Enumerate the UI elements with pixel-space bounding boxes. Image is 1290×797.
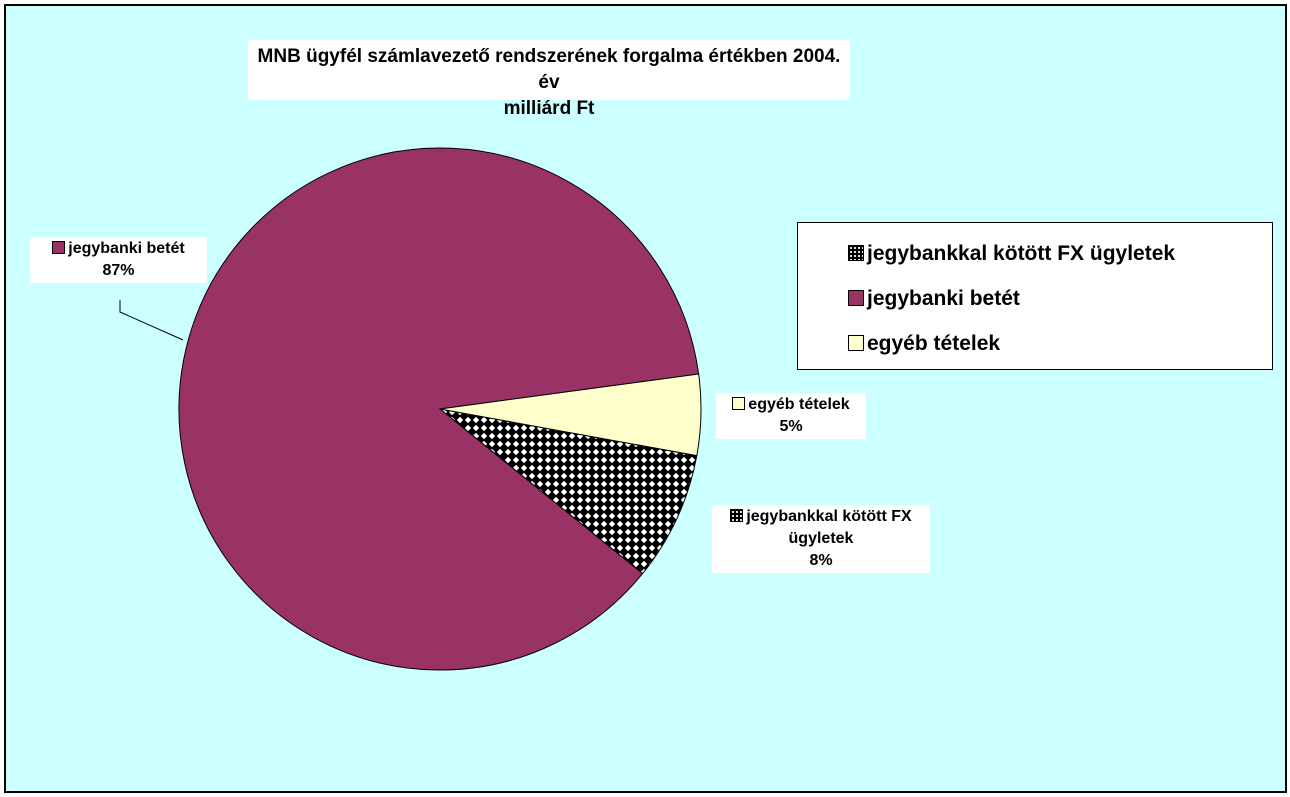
title-text: MNB ügyfél számlavezető rendszerének for… bbox=[257, 46, 841, 93]
legend-swatch bbox=[848, 245, 864, 261]
data-label-name: egyéb tételek bbox=[720, 394, 862, 416]
subtitle-text: milliárd Ft bbox=[503, 98, 595, 119]
label-text: egyéb tételek bbox=[748, 396, 850, 413]
pie-slice bbox=[439, 408, 698, 575]
legend-label: jegybanki betét bbox=[867, 287, 1020, 310]
label-value: 87% bbox=[102, 262, 135, 279]
label-value: 5% bbox=[779, 418, 803, 435]
leader-line bbox=[119, 300, 184, 341]
legend: jegybankkal kötött FX ügyletek jegybanki … bbox=[797, 222, 1273, 370]
data-label-value: 8% bbox=[716, 550, 926, 572]
legend-swatch bbox=[848, 290, 864, 306]
data-label: egyéb tételek 5% bbox=[716, 393, 866, 439]
legend-entry: jegybankkal kötött FX ügyletek bbox=[848, 237, 1272, 282]
label-value: 8% bbox=[809, 552, 833, 569]
legend-entry: jegybanki betét bbox=[848, 282, 1272, 327]
data-label-name: jegybankkal kötött FX ügyletek bbox=[716, 506, 926, 550]
data-label-value: 5% bbox=[720, 416, 862, 438]
label-swatch bbox=[732, 397, 746, 410]
data-label: jegybankkal kötött FX ügyletek 8% bbox=[712, 505, 930, 573]
label-swatch bbox=[52, 241, 66, 254]
pie-slice bbox=[178, 147, 700, 671]
chart-title: MNB ügyfél számlavezető rendszerének for… bbox=[248, 40, 850, 119]
legend-entry: egyéb tételek bbox=[848, 327, 1272, 372]
label-text: jegybanki betét bbox=[68, 240, 185, 257]
data-label-value: 87% bbox=[34, 260, 203, 282]
pie-slice bbox=[439, 373, 702, 457]
data-label-name: jegybanki betét bbox=[34, 238, 203, 260]
legend-label: jegybankkal kötött FX ügyletek bbox=[867, 242, 1176, 265]
legend-label: egyéb tételek bbox=[867, 332, 1001, 355]
label-text: jegybankkal kötött FX ügyletek bbox=[746, 508, 912, 547]
data-label: jegybanki betét 87% bbox=[30, 237, 207, 283]
label-swatch bbox=[730, 509, 744, 522]
legend-swatch bbox=[848, 335, 864, 351]
